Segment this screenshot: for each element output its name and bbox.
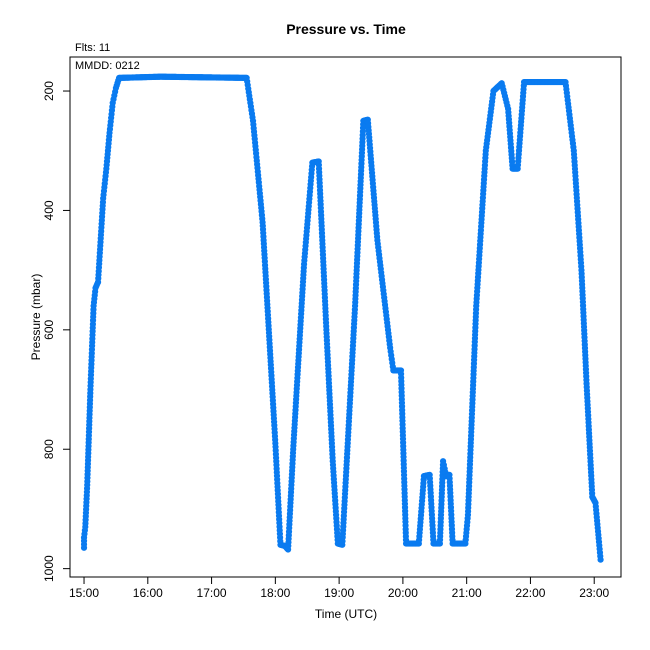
y-tick-label: 1000 [42,555,56,582]
y-axis-label: Pressure (mbar) [29,274,43,361]
y-tick-label: 800 [42,439,56,459]
flights-count-annotation: Flts: 11 [75,42,110,54]
x-axis-label: Time (UTC) [315,607,377,621]
x-tick-label: 17:00 [197,586,227,600]
y-axis: 200 400 600 800 1000 [42,81,71,582]
chart-title: Pressure vs. Time [286,21,406,37]
x-tick-label: 16:00 [133,586,163,600]
x-tick-label: 15:00 [69,586,99,600]
y-tick-label: 400 [42,200,56,220]
x-axis: 15:00 16:00 17:00 18:00 19:00 20:00 21:00 22:00… [69,576,610,600]
y-tick-label: 200 [42,81,56,101]
x-tick-label: 19:00 [324,586,354,600]
x-tick-label: 20:00 [388,586,418,600]
x-tick-label: 22:00 [515,586,545,600]
x-tick-label: 21:00 [452,586,482,600]
data-points [80,73,604,563]
x-tick-label: 23:00 [579,586,609,600]
date-annotation: MMDD: 0212 [75,60,140,72]
x-tick-label: 18:00 [260,586,290,600]
y-tick-label: 600 [42,320,56,340]
data-point [597,556,604,563]
